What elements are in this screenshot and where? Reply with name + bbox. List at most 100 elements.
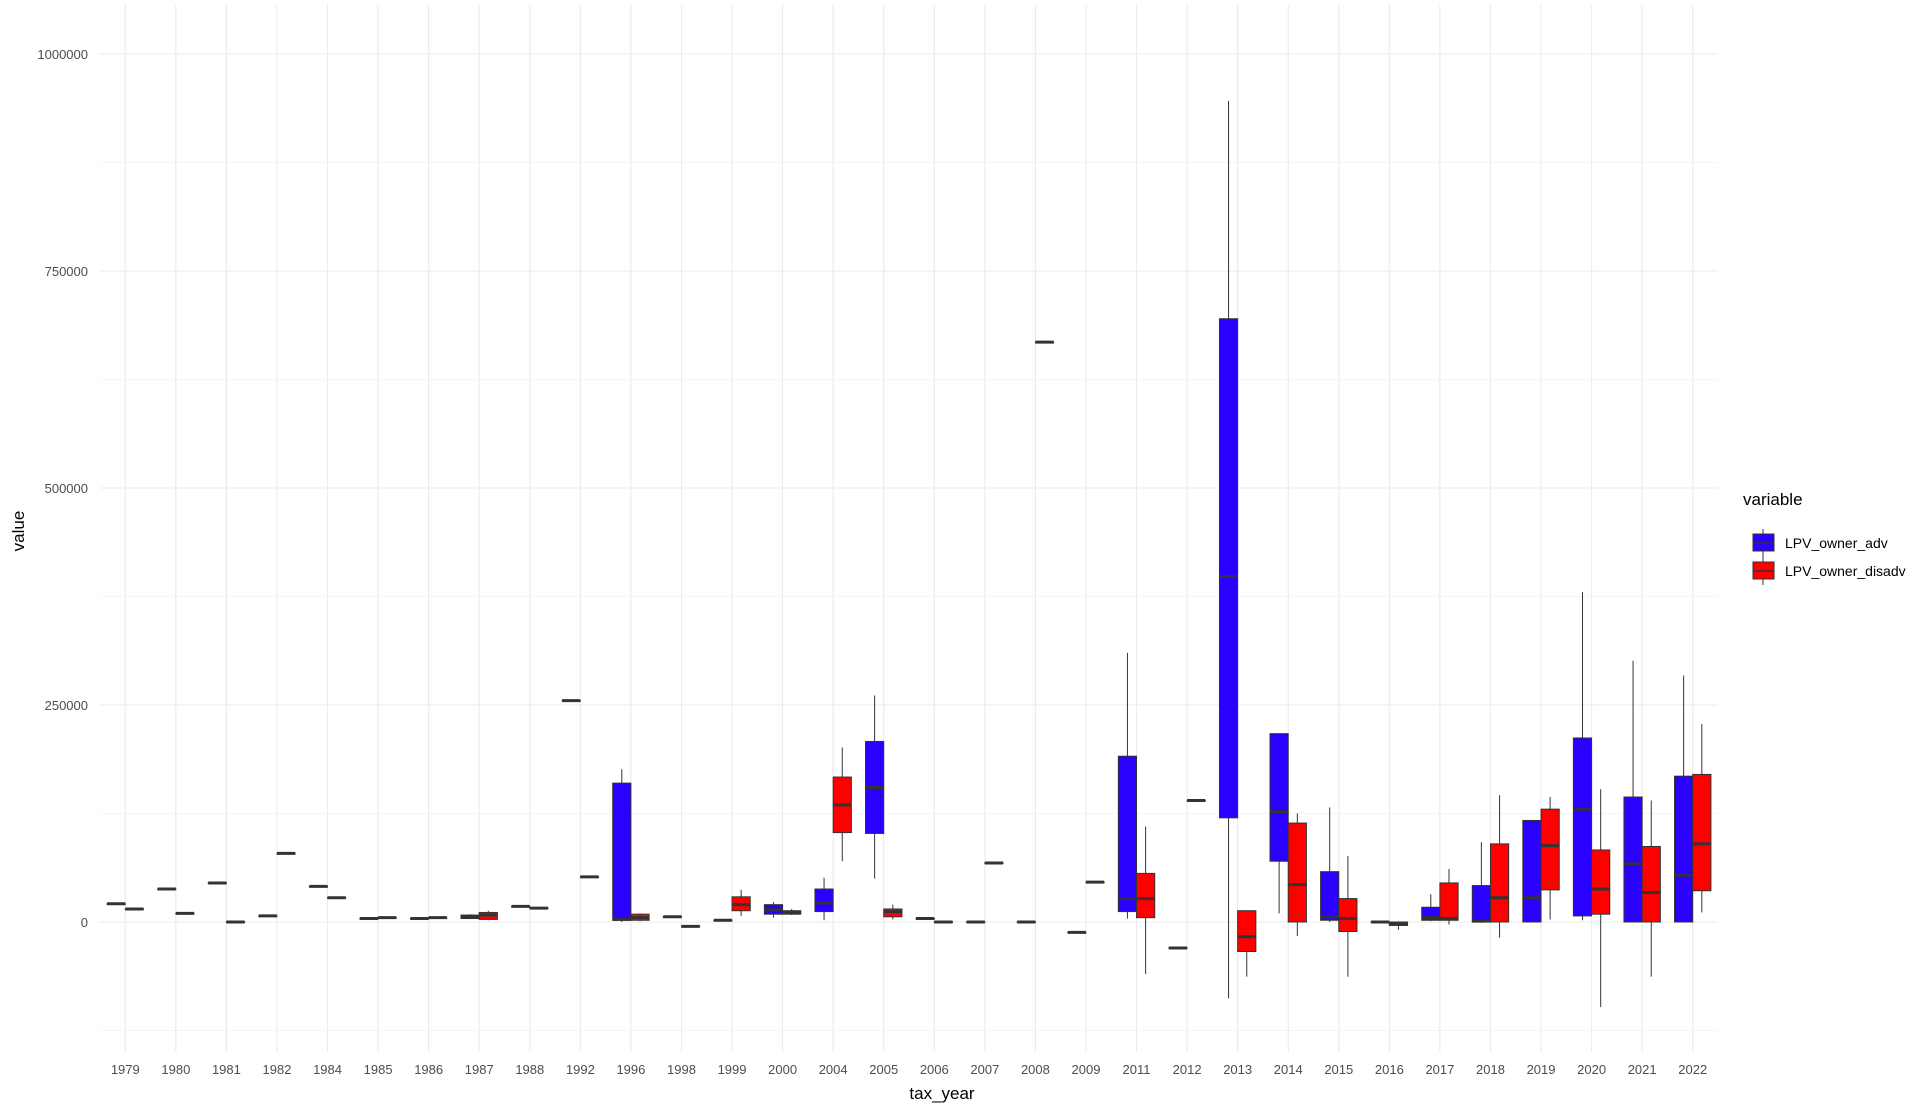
x-tick-label: 1987 — [465, 1062, 494, 1077]
legend-title: variable — [1743, 490, 1803, 509]
box-LPV_owner_adv-1998 — [662, 915, 682, 919]
box-LPV_owner_disadv-2000 — [782, 908, 802, 916]
x-axis-title: tax_year — [909, 1084, 975, 1103]
box-LPV_owner_disadv-2013 — [1237, 910, 1257, 977]
box-LPV_owner_disadv-2017 — [1439, 869, 1459, 925]
legend-label: LPV_owner_disadv — [1785, 563, 1906, 579]
box-LPV_owner_adv-2021 — [1623, 660, 1643, 923]
box-LPV_owner_disadv-1998 — [680, 924, 701, 928]
box-LPV_owner_adv-1980 — [157, 887, 177, 891]
x-tick-label: 2016 — [1375, 1062, 1404, 1077]
x-tick-label: 2004 — [819, 1062, 848, 1077]
x-tick-label: 2022 — [1678, 1062, 1707, 1077]
box-LPV_owner_adv-1988 — [511, 904, 531, 908]
box-body — [1471, 885, 1491, 923]
box-layer — [106, 100, 1712, 1008]
box-body — [1237, 910, 1257, 953]
y-tick-label: 250000 — [45, 698, 88, 713]
y-tick-label: 500000 — [45, 481, 88, 496]
box-body — [1489, 843, 1510, 923]
box-body — [1674, 775, 1694, 923]
legend-item-LPV_owner_adv: LPV_owner_adv — [1752, 529, 1888, 557]
box-LPV_owner_disadv-2004 — [832, 747, 852, 862]
box-body — [814, 888, 834, 913]
box-LPV_owner_adv-2015 — [1320, 807, 1340, 922]
box-LPV_owner_disadv-2015 — [1338, 856, 1358, 977]
x-tick-label: 2005 — [869, 1062, 898, 1077]
legend: variable LPV_owner_adv LPV_owner_disadv — [1743, 490, 1906, 585]
box-LPV_owner_disadv-1984 — [327, 896, 347, 900]
box-LPV_owner_adv-1981 — [207, 881, 227, 885]
y-tick-label: 0 — [81, 915, 88, 930]
box-LPV_owner_disadv-1985 — [377, 916, 397, 920]
x-tick-label: 1992 — [566, 1062, 595, 1077]
box-LPV_owner_adv-2000 — [763, 902, 784, 918]
box-LPV_owner_adv-2014 — [1269, 733, 1289, 914]
box-LPV_owner_adv-1979 — [106, 902, 126, 906]
x-tick-label: 2000 — [768, 1062, 797, 1077]
x-tick-label: 1981 — [212, 1062, 241, 1077]
x-tick-label: 1999 — [718, 1062, 747, 1077]
x-tick-label: 1986 — [414, 1062, 443, 1077]
box-LPV_owner_adv-1992 — [561, 699, 581, 703]
x-tick-label: 2011 — [1123, 1062, 1151, 1077]
box-body — [1540, 808, 1560, 891]
x-tick-label: 1984 — [313, 1062, 342, 1077]
x-tick-label: 1996 — [616, 1062, 645, 1077]
box-LPV_owner_adv-1985 — [359, 917, 379, 921]
box-body — [1218, 318, 1239, 819]
box-body — [1287, 822, 1307, 923]
box-LPV_owner_disadv-1981 — [225, 920, 246, 924]
box-LPV_owner_disadv-1980 — [175, 911, 195, 915]
x-tick-label: 1980 — [161, 1062, 190, 1077]
x-tick-label: 2006 — [920, 1062, 949, 1077]
box-LPV_owner_disadv-1986 — [428, 916, 448, 920]
box-LPV_owner_adv-2013 — [1218, 100, 1239, 999]
x-tick-label: 2014 — [1274, 1062, 1303, 1077]
box-LPV_owner_disadv-2007 — [984, 861, 1004, 865]
box-LPV_owner_disadv-2014 — [1287, 813, 1307, 936]
box-LPV_owner_disadv-1979 — [124, 907, 144, 911]
x-tick-label: 1988 — [515, 1062, 544, 1077]
x-tick-label: 2009 — [1072, 1062, 1101, 1077]
box-LPV_owner_disadv-2018 — [1489, 795, 1510, 938]
box-LPV_owner_disadv-2011 — [1136, 826, 1156, 975]
box-LPV_owner_disadv-1992 — [579, 875, 600, 879]
box-body — [1269, 733, 1289, 862]
x-tick-label: 2019 — [1527, 1062, 1556, 1077]
box-body — [1692, 773, 1712, 892]
y-axis-ticks: 0 250000 500000 750000 1000000 — [37, 47, 88, 930]
x-tick-label: 2018 — [1476, 1062, 1505, 1077]
box-LPV_owner_disadv-2009 — [1085, 880, 1105, 884]
box-LPV_owner_adv-2012 — [1168, 946, 1188, 950]
box-LPV_owner_adv-2019 — [1522, 819, 1542, 923]
box-body — [1522, 819, 1542, 923]
x-tick-label: 2007 — [970, 1062, 999, 1077]
box-body — [612, 782, 632, 921]
box-body — [1439, 882, 1459, 921]
x-tick-label: 1985 — [364, 1062, 393, 1077]
box-body — [1320, 871, 1340, 921]
box-LPV_owner_disadv-2012 — [1186, 798, 1206, 802]
box-LPV_owner_disadv-2016 — [1388, 921, 1409, 930]
x-tick-label: 2012 — [1173, 1062, 1202, 1077]
box-LPV_owner_disadv-2005 — [883, 904, 903, 920]
x-tick-label: 2021 — [1628, 1062, 1657, 1077]
box-LPV_owner_disadv-2022 — [1692, 724, 1712, 913]
x-tick-label: 2013 — [1223, 1062, 1252, 1077]
box-LPV_owner_adv-2011 — [1117, 652, 1138, 919]
box-LPV_owner_adv-2017 — [1421, 894, 1441, 922]
box-body — [1117, 755, 1138, 913]
box-LPV_owner_adv-2022 — [1674, 675, 1694, 923]
box-body — [1572, 737, 1593, 917]
box-LPV_owner_disadv-2006 — [933, 920, 953, 924]
box-LPV_owner_disadv-2019 — [1540, 797, 1560, 920]
box-LPV_owner_disadv-2020 — [1591, 789, 1611, 1008]
legend-label: LPV_owner_adv — [1785, 535, 1888, 551]
x-tick-label: 2017 — [1425, 1062, 1454, 1077]
box-body — [1338, 898, 1358, 933]
box-LPV_owner_adv-2004 — [814, 877, 834, 921]
box-LPV_owner_disadv-1999 — [731, 889, 751, 916]
box-LPV_owner_adv-2005 — [865, 695, 885, 879]
